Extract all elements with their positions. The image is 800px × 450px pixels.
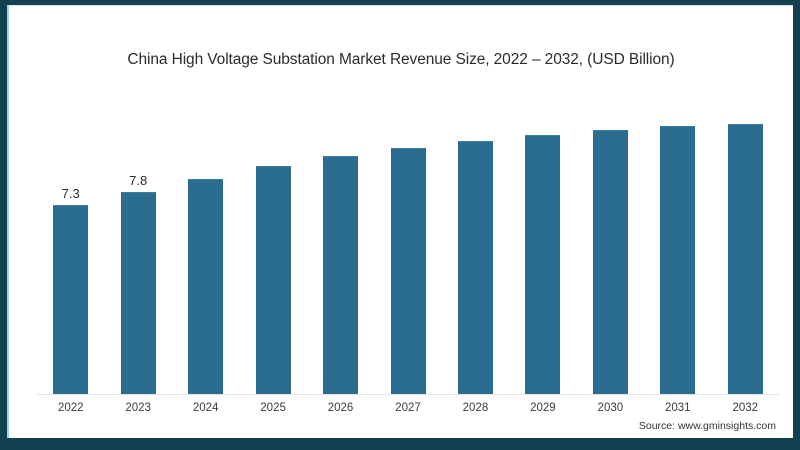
bar[interactable]	[592, 130, 628, 394]
bar-value-label: 7.8	[129, 173, 148, 189]
bar[interactable]	[255, 166, 291, 394]
x-tick-2023: 2023	[125, 402, 151, 414]
x-axis-line	[37, 394, 779, 395]
bar[interactable]	[53, 205, 89, 394]
bars-container: 7.3 7.8	[37, 94, 779, 394]
bar[interactable]	[323, 156, 359, 394]
x-tick-2032: 2032	[732, 402, 759, 414]
x-tick-2027: 2027	[395, 402, 421, 414]
bar[interactable]	[525, 135, 561, 394]
x-axis-tick-labels: 2022 2023 2024 2025 2026 2027 2028 2029 2030 2031…	[37, 402, 779, 422]
x-tick-2022: 2022	[57, 402, 84, 414]
x-tick-2025: 2025	[260, 402, 286, 414]
bar-value-label: 7.3	[61, 186, 80, 202]
bar-slot	[592, 94, 628, 394]
bar-slot	[323, 94, 359, 394]
chart-card: China High Voltage Substation Market Rev…	[7, 5, 793, 438]
x-tick-2031: 2031	[665, 402, 691, 414]
x-tick-2026: 2026	[327, 402, 354, 414]
bar[interactable]	[660, 126, 696, 394]
bar-slot: 7.3	[53, 94, 89, 394]
bar[interactable]	[188, 179, 224, 394]
bar-slot	[525, 94, 561, 394]
bar[interactable]	[457, 140, 493, 394]
x-tick-2028: 2028	[462, 402, 489, 414]
bar-slot	[390, 94, 426, 394]
bar-slot: 7.8	[120, 94, 156, 394]
x-tick-2024: 2024	[192, 402, 219, 414]
source-attribution: Source: www.gminsights.com	[635, 419, 779, 433]
x-tick-2030: 2030	[597, 402, 624, 414]
chart-title: China High Voltage Substation Market Rev…	[127, 51, 675, 68]
bar[interactable]	[727, 123, 763, 394]
bar-slot	[660, 94, 696, 394]
bar-slot	[457, 94, 493, 394]
bar[interactable]	[120, 192, 156, 394]
x-tick-2029: 2029	[530, 402, 556, 414]
bar-slot	[255, 94, 291, 394]
bar-slot	[727, 94, 763, 394]
bar[interactable]	[390, 148, 426, 394]
bar-chart: China High Voltage Substation Market Rev…	[9, 6, 793, 438]
bar-slot	[188, 94, 224, 394]
